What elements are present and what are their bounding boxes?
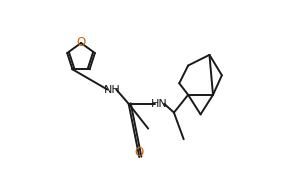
Text: O: O [135, 146, 144, 159]
Text: HN: HN [151, 99, 168, 109]
Text: NH: NH [103, 84, 120, 95]
Text: O: O [76, 37, 86, 49]
